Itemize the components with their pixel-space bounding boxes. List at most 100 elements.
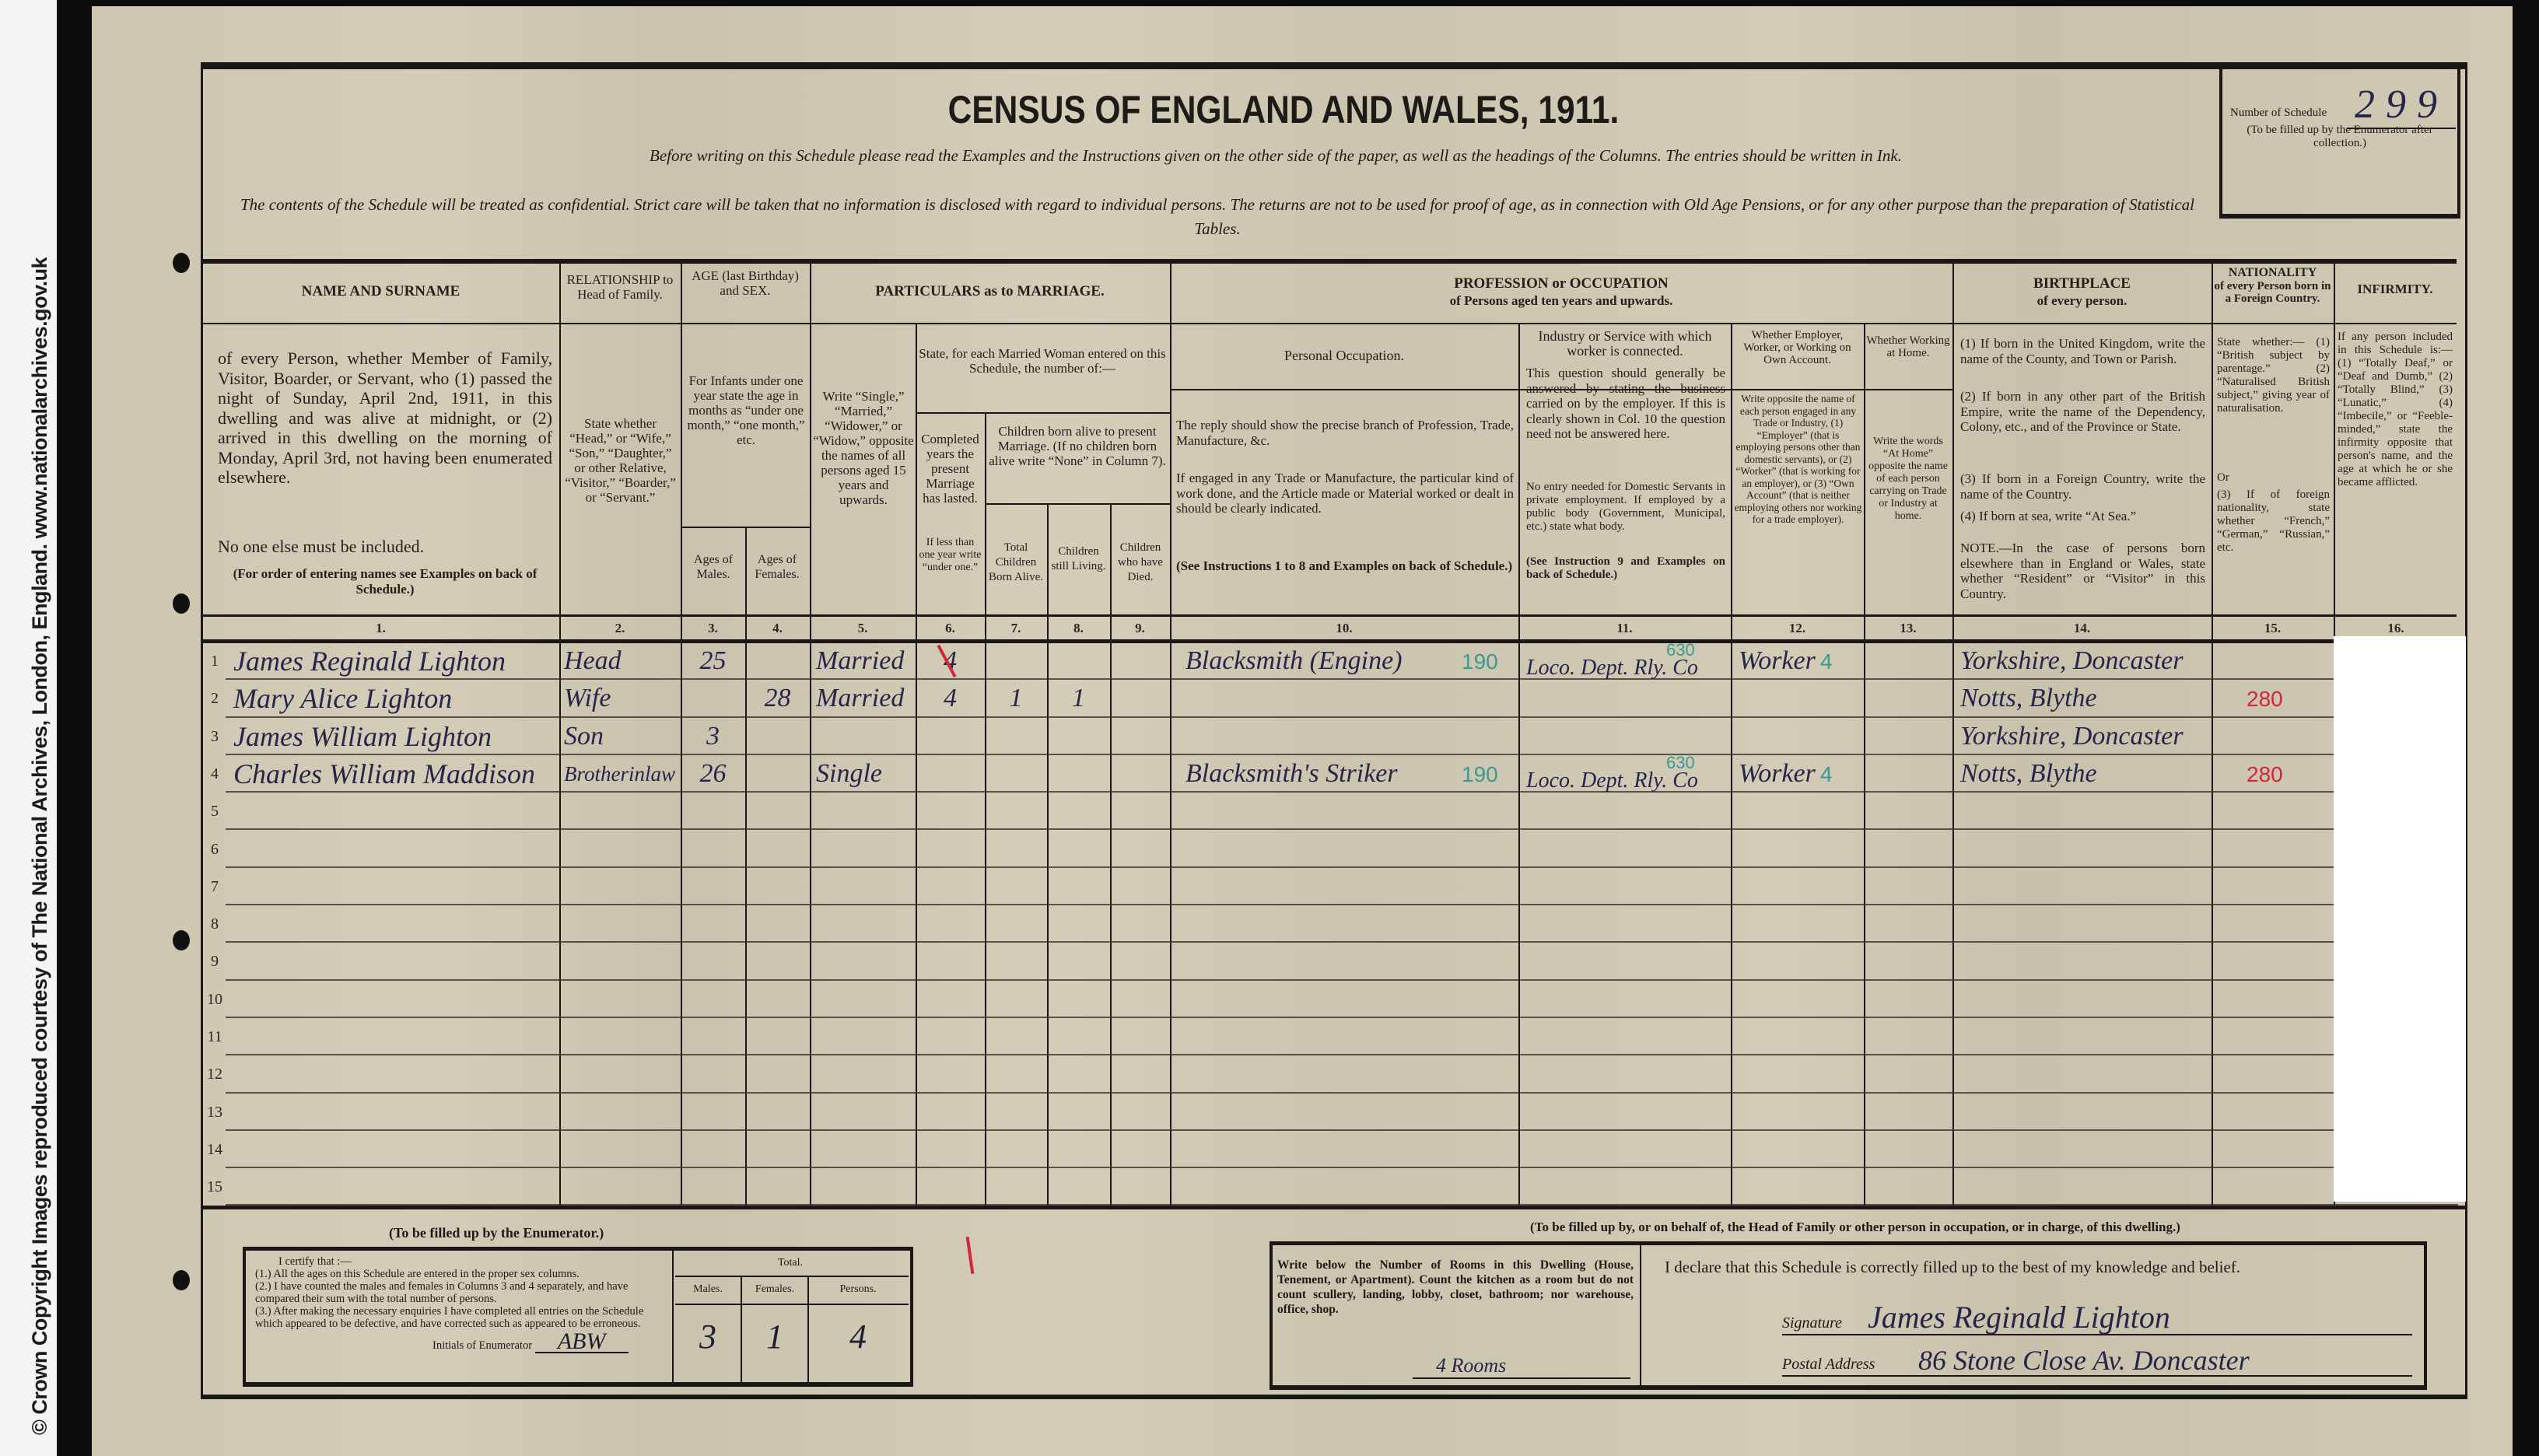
column-number: 2. — [615, 621, 625, 635]
column-number: 1. — [376, 621, 386, 635]
row-number: 6 — [211, 840, 219, 858]
schedule-number-label: Number of Schedule — [2230, 107, 2327, 119]
head-of-family-box: Write below the Number of Rooms in this … — [1270, 1241, 2427, 1390]
address-label: Postal Address — [1782, 1356, 1875, 1373]
instruction-line: Before writing on this Schedule please r… — [650, 146, 1902, 165]
table-row — [202, 793, 2458, 831]
header-nationality: NATIONALITY — [2228, 266, 2317, 279]
person-name: James Reginald Lighton — [233, 646, 506, 677]
row-number: 15 — [207, 1178, 222, 1196]
rule — [675, 1304, 909, 1305]
header-infirmity-body: If any person included in this Schedule … — [2338, 331, 2453, 488]
column-rule — [1952, 262, 1954, 1207]
relationship: Wife — [564, 684, 611, 713]
rooms-value: 4 Rooms — [1413, 1354, 1630, 1379]
table-row — [202, 1056, 2458, 1094]
age-male: 25 — [699, 646, 727, 675]
age-male: 3 — [706, 721, 720, 751]
employment-code: 4 — [1820, 761, 1833, 786]
table-top-rule — [201, 259, 2457, 264]
industry-code: 630 — [1666, 640, 1695, 660]
table-row — [202, 681, 2458, 718]
marital-status: Married — [816, 646, 905, 675]
copyright-strip: © Crown Copyright Images reproduced cour… — [0, 0, 57, 1456]
children-living: 1 — [1072, 684, 1085, 713]
header-occupation: PROFESSION or OCCUPATION — [1454, 275, 1669, 292]
birthplace-code: 280 — [2247, 687, 2283, 712]
certify-item-2: (2.) I have counted the males and female… — [255, 1280, 629, 1305]
header-married-woman: State, for each Married Woman entered on… — [919, 346, 1166, 376]
table-row — [202, 1094, 2458, 1132]
row-number: 13 — [207, 1103, 222, 1121]
table-row — [202, 831, 2458, 869]
rule — [1170, 389, 1952, 390]
birthplace: Yorkshire, Doncaster — [1960, 721, 2184, 751]
header-name-body: of every Person, whether Member of Famil… — [218, 348, 552, 487]
row-number: 5 — [211, 803, 219, 821]
column-number: 4. — [772, 621, 783, 635]
column-rule — [559, 262, 561, 1207]
row-rule — [226, 941, 2458, 943]
initials-label: Initials of Enumerator — [433, 1339, 533, 1352]
column-number: 9. — [1135, 621, 1145, 635]
total-males-label: Males. — [693, 1283, 723, 1295]
header-birthplace-body1: (1) If born in the United Kingdom, write… — [1960, 336, 2205, 366]
confidential-notice: The contents of the Schedule will be tre… — [240, 195, 2194, 238]
header-children: Children born alive to present Marriage.… — [989, 424, 1166, 468]
relationship: Brotherinlaw — [564, 761, 676, 786]
row-number: 3 — [211, 727, 219, 745]
birthplace: Yorkshire, Doncaster — [1960, 646, 2184, 675]
frame-bottom — [201, 1395, 2467, 1399]
row-rule — [226, 866, 2458, 868]
column-rule — [985, 412, 986, 1207]
table-row — [202, 1132, 2458, 1169]
column-number: 12. — [1788, 621, 1806, 635]
header-col13-body: Write the words “At Home” opposite the n… — [1868, 436, 1948, 522]
occupation-code: 190 — [1462, 761, 1498, 786]
column-rule — [1110, 503, 1112, 1207]
header-infirmity: INFIRMITY. — [2357, 282, 2433, 296]
column-number: 8. — [1073, 621, 1084, 635]
birthplace-code: 280 — [2247, 761, 2283, 786]
row-number: 9 — [211, 953, 219, 971]
header-relationship-body: State whether “Head,” or “Wife,” “Son,” … — [565, 416, 676, 505]
header-col11: Industry or Service with which worker is… — [1538, 328, 1712, 359]
certify-item-3: (3.) After making the necessary enquirie… — [255, 1305, 644, 1330]
total-males-value: 3 — [699, 1318, 716, 1356]
schedule-number-box: Number of Schedule 299 (To be filled up … — [2219, 65, 2460, 219]
header-col11-body3: (See Instruction 9 and Examples on back … — [1526, 555, 1725, 581]
form-title: CENSUS OF ENGLAND AND WALES, 1911. — [947, 88, 1620, 131]
table-row — [202, 982, 2458, 1019]
row-rule — [226, 678, 2458, 681]
header-col11-body2: No entry needed for Domestic Servants in… — [1526, 481, 1725, 533]
occupation-code: 190 — [1462, 649, 1498, 674]
row-number: 10 — [207, 990, 222, 1008]
schedule-number-note: (To be filled up by the Enumerator after… — [2247, 124, 2433, 149]
industry-code: 630 — [1666, 752, 1695, 772]
header-name: NAME AND SURNAME — [301, 283, 461, 299]
signature-label: Signature — [1782, 1314, 1843, 1332]
column-rule — [1731, 324, 1732, 1207]
table-row — [202, 943, 2458, 981]
column-rule — [1864, 324, 1865, 1207]
years-married: 4 — [944, 684, 957, 713]
row-number: 1 — [211, 653, 219, 670]
header-col12: Whether Employer, Worker, or Working on … — [1743, 329, 1851, 366]
total-persons-value: 4 — [849, 1318, 867, 1356]
birthplace: Notts, Blythe — [1960, 684, 2097, 713]
header-name-order: (For order of entering names see Example… — [233, 566, 538, 597]
rule — [681, 527, 810, 528]
header-nationality-sub: of every Person born in a Foreign Countr… — [2214, 280, 2331, 305]
column-number: 3. — [708, 621, 718, 635]
header-birthplace-sub: of every person. — [2036, 293, 2128, 308]
relationship: Head — [564, 646, 622, 675]
years-married: 4 — [944, 646, 957, 675]
row-number: 7 — [211, 877, 219, 895]
punch-hole — [173, 1270, 190, 1290]
header-birthplace-note: NOTE.—In the case of persons born elsewh… — [1960, 541, 2205, 601]
table-row — [202, 719, 2458, 756]
total-persons-label: Persons. — [839, 1283, 877, 1295]
rule — [741, 1276, 742, 1382]
header-relationship: RELATIONSHIP to Head of Family. — [566, 272, 674, 302]
rule — [807, 1276, 809, 1382]
